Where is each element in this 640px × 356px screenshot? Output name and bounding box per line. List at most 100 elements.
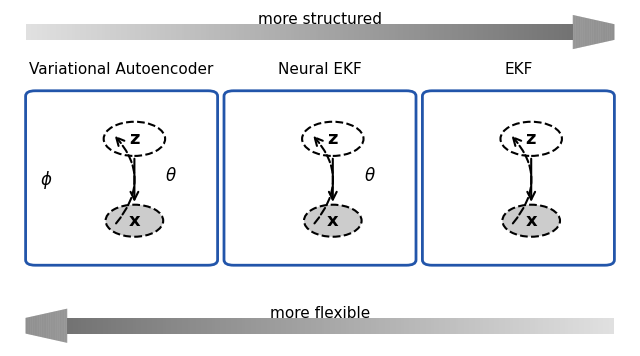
Polygon shape: [62, 310, 63, 342]
Polygon shape: [584, 17, 585, 47]
Polygon shape: [537, 24, 540, 40]
Polygon shape: [285, 24, 288, 40]
Polygon shape: [592, 19, 593, 45]
Polygon shape: [545, 24, 548, 40]
Polygon shape: [324, 318, 327, 334]
Polygon shape: [29, 317, 30, 335]
Polygon shape: [532, 318, 535, 334]
Polygon shape: [330, 24, 332, 40]
Polygon shape: [420, 24, 422, 40]
Polygon shape: [267, 318, 269, 334]
Polygon shape: [598, 318, 601, 334]
Polygon shape: [442, 318, 445, 334]
Polygon shape: [502, 24, 504, 40]
Polygon shape: [587, 18, 588, 46]
Polygon shape: [371, 318, 374, 334]
Polygon shape: [106, 318, 108, 334]
Polygon shape: [337, 24, 340, 40]
Polygon shape: [37, 315, 38, 336]
Polygon shape: [554, 24, 556, 40]
Polygon shape: [423, 318, 426, 334]
Polygon shape: [250, 318, 253, 334]
Polygon shape: [557, 318, 559, 334]
Polygon shape: [486, 318, 488, 334]
Polygon shape: [223, 24, 225, 40]
Polygon shape: [127, 24, 129, 40]
Polygon shape: [510, 24, 513, 40]
Polygon shape: [526, 24, 529, 40]
Polygon shape: [35, 316, 36, 336]
Polygon shape: [166, 318, 168, 334]
Polygon shape: [322, 318, 324, 334]
Polygon shape: [51, 312, 52, 339]
Polygon shape: [346, 318, 349, 334]
Polygon shape: [58, 24, 61, 40]
Polygon shape: [70, 318, 73, 334]
Text: $\mathbf{z}$: $\mathbf{z}$: [327, 130, 339, 148]
Polygon shape: [217, 24, 220, 40]
Polygon shape: [163, 24, 165, 40]
Polygon shape: [55, 311, 56, 340]
Polygon shape: [574, 15, 575, 49]
Polygon shape: [125, 318, 127, 334]
Polygon shape: [499, 318, 502, 334]
Polygon shape: [458, 318, 461, 334]
Polygon shape: [496, 24, 499, 40]
Polygon shape: [253, 318, 256, 334]
Polygon shape: [73, 318, 76, 334]
Polygon shape: [76, 318, 78, 334]
Polygon shape: [346, 24, 348, 40]
Polygon shape: [599, 21, 600, 43]
Polygon shape: [95, 318, 97, 334]
Polygon shape: [595, 20, 596, 44]
Polygon shape: [461, 24, 463, 40]
Polygon shape: [26, 24, 28, 40]
Polygon shape: [302, 24, 305, 40]
Polygon shape: [382, 318, 385, 334]
Polygon shape: [243, 318, 245, 334]
Polygon shape: [319, 318, 322, 334]
Polygon shape: [573, 318, 576, 334]
Polygon shape: [168, 318, 171, 334]
Polygon shape: [296, 24, 300, 40]
Polygon shape: [582, 318, 584, 334]
Polygon shape: [461, 318, 464, 334]
Polygon shape: [395, 24, 397, 40]
Polygon shape: [54, 312, 55, 340]
Polygon shape: [204, 318, 207, 334]
Polygon shape: [148, 24, 152, 40]
Polygon shape: [63, 309, 64, 342]
Polygon shape: [234, 24, 236, 40]
Ellipse shape: [106, 205, 163, 237]
Polygon shape: [351, 24, 354, 40]
Polygon shape: [171, 24, 173, 40]
Polygon shape: [173, 24, 176, 40]
Polygon shape: [326, 24, 330, 40]
Polygon shape: [31, 316, 32, 335]
Polygon shape: [579, 318, 582, 334]
Polygon shape: [376, 24, 378, 40]
Polygon shape: [231, 24, 234, 40]
Polygon shape: [259, 318, 262, 334]
Text: $\mathbf{x}$: $\mathbf{x}$: [525, 212, 538, 230]
Polygon shape: [571, 318, 573, 334]
Polygon shape: [563, 318, 565, 334]
Polygon shape: [50, 312, 51, 339]
Polygon shape: [234, 318, 237, 334]
Polygon shape: [116, 24, 118, 40]
Polygon shape: [47, 313, 48, 339]
Polygon shape: [453, 318, 456, 334]
Polygon shape: [64, 309, 65, 342]
Polygon shape: [554, 318, 557, 334]
Polygon shape: [266, 24, 269, 40]
Polygon shape: [53, 312, 54, 340]
Polygon shape: [384, 24, 387, 40]
Polygon shape: [42, 314, 43, 337]
Polygon shape: [469, 318, 472, 334]
Polygon shape: [206, 24, 209, 40]
Polygon shape: [262, 318, 264, 334]
Polygon shape: [292, 318, 294, 334]
Polygon shape: [436, 318, 439, 334]
Polygon shape: [521, 24, 524, 40]
Polygon shape: [609, 23, 611, 41]
